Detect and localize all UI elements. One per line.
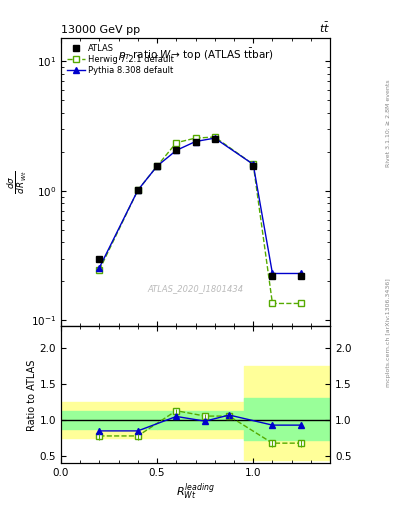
Pythia 8.308 default [270, 270, 275, 276]
Herwig 7.2.1 default [299, 301, 304, 307]
Herwig 7.2.1 default [193, 135, 198, 141]
Pythia 8.308 default [136, 187, 140, 194]
X-axis label: $R_{Wt}^{leading}$: $R_{Wt}^{leading}$ [176, 481, 215, 502]
Line: Herwig 7.2.1 default: Herwig 7.2.1 default [96, 134, 305, 307]
ATLAS [251, 163, 255, 169]
Pythia 8.308 default [174, 147, 179, 154]
Herwig 7.2.1 default [97, 267, 102, 273]
Legend: ATLAS, Herwig 7.2.1 default, Pythia 8.308 default: ATLAS, Herwig 7.2.1 default, Pythia 8.30… [65, 42, 176, 77]
Herwig 7.2.1 default [136, 187, 140, 194]
Pythia 8.308 default [251, 161, 255, 167]
ATLAS [136, 187, 140, 194]
Line: ATLAS: ATLAS [96, 136, 305, 280]
ATLAS [299, 273, 304, 279]
ATLAS [174, 147, 179, 154]
Pythia 8.308 default [155, 163, 160, 169]
Pythia 8.308 default [193, 138, 198, 144]
Line: Pythia 8.308 default: Pythia 8.308 default [96, 135, 305, 276]
ATLAS [212, 136, 217, 142]
ATLAS [97, 255, 102, 262]
Text: mcplots.cern.ch [arXiv:1306.3436]: mcplots.cern.ch [arXiv:1306.3436] [386, 279, 391, 387]
Text: $t\bar{t}$: $t\bar{t}$ [319, 20, 330, 35]
Text: ATLAS_2020_I1801434: ATLAS_2020_I1801434 [147, 284, 244, 293]
Pythia 8.308 default [299, 270, 304, 276]
Text: Rivet 3.1.10; ≥ 2.8M events: Rivet 3.1.10; ≥ 2.8M events [386, 79, 391, 167]
ATLAS [155, 163, 160, 169]
Y-axis label: $\frac{d\sigma}{d\,R_{Wt}}$: $\frac{d\sigma}{d\,R_{Wt}}$ [6, 170, 29, 194]
Herwig 7.2.1 default [155, 163, 160, 169]
Text: $p_T$ ratio $W\!\rightarrow\!$ top (ATLAS t$\bar{\rm t}$bar): $p_T$ ratio $W\!\rightarrow\!$ top (ATLA… [118, 47, 274, 63]
Pythia 8.308 default [212, 135, 217, 141]
Herwig 7.2.1 default [251, 161, 255, 167]
Herwig 7.2.1 default [270, 301, 275, 307]
Pythia 8.308 default [97, 265, 102, 271]
ATLAS [193, 138, 198, 144]
Herwig 7.2.1 default [174, 140, 179, 146]
Y-axis label: Ratio to ATLAS: Ratio to ATLAS [27, 359, 37, 431]
ATLAS [270, 273, 275, 279]
Text: 13000 GeV pp: 13000 GeV pp [61, 25, 140, 35]
Herwig 7.2.1 default [212, 134, 217, 140]
